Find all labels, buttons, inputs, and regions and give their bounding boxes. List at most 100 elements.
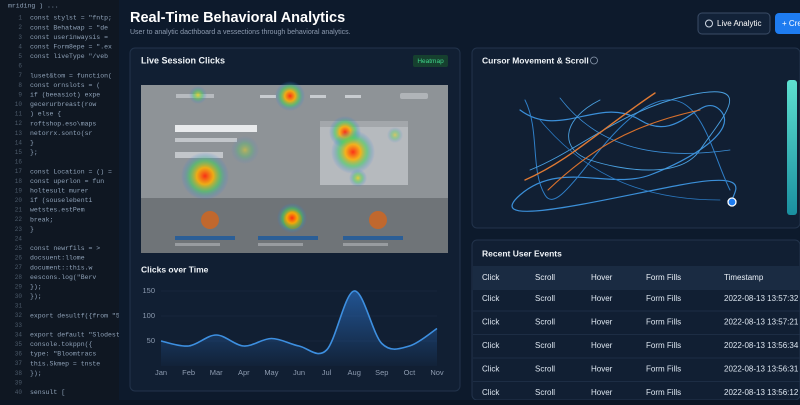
line-series <box>160 290 438 355</box>
table-cell: Hover <box>591 318 613 327</box>
table-cell: Scroll <box>535 294 555 303</box>
y-tick-label: 50 <box>147 336 155 345</box>
table-cell: 2022-08-13 13:56:31 <box>724 365 799 374</box>
x-tick-label: Aug <box>348 368 361 377</box>
code-line: docsuent:llome <box>30 255 85 262</box>
code-line: }; <box>30 149 38 156</box>
line-number: 25 <box>15 245 23 252</box>
cursor-paths <box>511 91 737 212</box>
column-header: Form Fills <box>646 273 681 282</box>
line-number: 37 <box>15 360 23 367</box>
table-cell: Click <box>482 341 500 350</box>
line-number: 5 <box>18 53 22 60</box>
x-tick-label: Oct <box>404 368 417 377</box>
code-line: roftshop.eso\maps <box>30 120 96 127</box>
code-line: const userinwaysis = <box>30 34 108 41</box>
code-line: const Location = () = <box>30 168 112 175</box>
info-icon <box>590 56 598 65</box>
heatmap-image <box>141 81 448 253</box>
line-area <box>161 290 437 366</box>
primary-button[interactable] <box>775 13 800 34</box>
x-tick-label: May <box>264 368 278 377</box>
code-line: netorrx.sonto(sr <box>30 130 93 137</box>
line-number: 23 <box>15 226 23 233</box>
code-line: if (souselebenti <box>30 197 93 204</box>
panel-title: Cursor Movement & Scroll <box>482 55 589 65</box>
table-cell: Scroll <box>535 318 555 327</box>
line-number: 36 <box>15 351 23 358</box>
code-line: const newrfils = > <box>30 245 100 252</box>
clock-icon <box>705 19 713 28</box>
line-number: 13 <box>15 130 23 137</box>
live-button[interactable] <box>697 12 771 35</box>
code-line: const Form8epe = ".ex <box>30 44 112 51</box>
code-line: }); <box>30 370 42 377</box>
table-cell: Scroll <box>535 388 555 397</box>
x-tick-label: Jun <box>293 368 305 377</box>
table-cell: Scroll <box>535 365 555 374</box>
column-header: Scroll <box>535 273 555 282</box>
table-cell: Scroll <box>535 341 555 350</box>
y-tick-label: 100 <box>142 311 155 320</box>
editor-tab: mriding ) ... <box>8 3 59 10</box>
x-tick-label: Apr <box>238 368 250 377</box>
code-line: document::this.w <box>30 264 93 271</box>
line-number: 40 <box>15 389 23 396</box>
column-header: Hover <box>591 273 613 282</box>
line-number: 9 <box>18 91 22 98</box>
table-header <box>473 266 800 290</box>
code-line: if (beeasiot) expe <box>30 92 100 99</box>
table-cell: Form Fills <box>646 294 681 303</box>
code-line: sensult [ <box>30 389 65 396</box>
code-line: gecerurbreast(row <box>30 101 96 108</box>
line-number: 21 <box>15 207 23 214</box>
line-number: 28 <box>15 274 23 281</box>
y-tick-label: 150 <box>142 286 155 295</box>
code-line: const Behatwap = "de <box>30 24 108 31</box>
code-line: const stylst = "fntp; <box>30 15 112 22</box>
chart-title: Clicks over Time <box>141 264 209 274</box>
live-button-label: Live Analytic <box>717 19 761 28</box>
line-number: 35 <box>15 341 23 348</box>
table-cell: 2022-08-13 13:56:34 <box>724 341 799 350</box>
code-line: ) else { <box>30 111 61 118</box>
line-number: 20 <box>15 197 23 204</box>
code-line: export default "Slodest <box>30 332 120 339</box>
line-number: 18 <box>15 178 23 185</box>
code-line: const uperlon = fun <box>30 178 104 185</box>
line-number: 10 <box>15 101 23 108</box>
table-cell: Hover <box>591 365 613 374</box>
x-tick-label: Jan <box>155 368 167 377</box>
code-line: const ornslots = ( <box>30 82 100 89</box>
line-number: 27 <box>15 264 23 271</box>
line-number: 14 <box>15 139 23 146</box>
table-cell: Hover <box>591 294 613 303</box>
table-cell: Form Fills <box>646 318 681 327</box>
code-line: }); <box>30 293 42 300</box>
line-number: 8 <box>18 82 22 89</box>
line-number: 30 <box>15 293 23 300</box>
code-line: const liveType "/veb <box>30 53 108 60</box>
code-line: eescons.log("Berv <box>30 274 96 281</box>
line-number: 6 <box>18 63 22 70</box>
column-header: Timestamp <box>724 273 764 282</box>
panel-title: Recent User Events <box>482 248 562 258</box>
line-number: 12 <box>15 120 23 127</box>
line-number: 34 <box>15 331 23 338</box>
line-number: 4 <box>18 43 22 50</box>
code-line: } <box>30 140 34 147</box>
line-number: 31 <box>15 303 23 310</box>
code-line: wetstes.estPem <box>30 207 85 214</box>
code-line: luset&tom = function( <box>30 72 112 79</box>
table-cell: Form Fills <box>646 388 681 397</box>
line-number: 1 <box>18 15 22 22</box>
x-tick-label: Feb <box>182 368 195 377</box>
table-cell: Click <box>482 388 500 397</box>
table-cell: Hover <box>591 341 613 350</box>
code-line: console.tokppn({ <box>30 341 93 348</box>
line-number: 7 <box>18 72 22 79</box>
x-tick-label: Sep <box>375 368 388 377</box>
line-number: 32 <box>15 312 23 319</box>
column-header: Click <box>482 273 500 282</box>
badge-label: Heatmap <box>417 58 444 65</box>
